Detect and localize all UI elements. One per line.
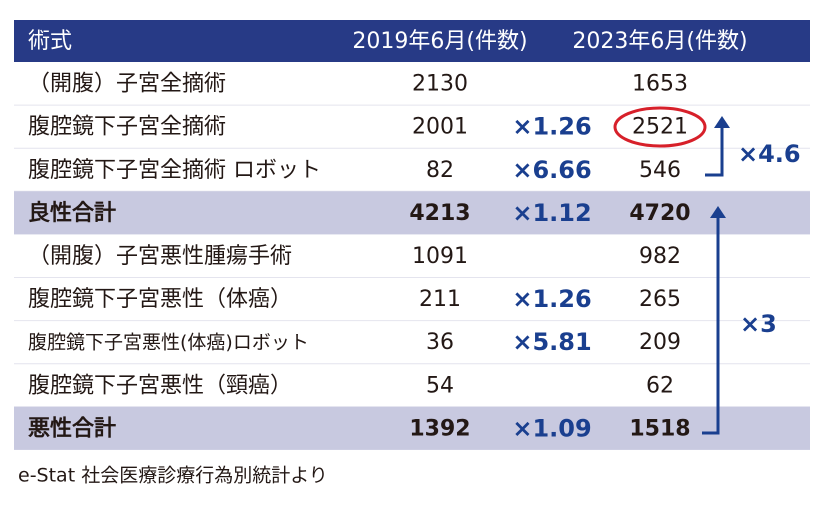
row-label: （開腹）子宮全摘術	[28, 72, 226, 97]
ratio: ×6.66	[512, 156, 591, 184]
source-note: e-Stat 社会医療診療行為別統計より	[18, 465, 328, 487]
cell-2019: 36	[426, 330, 454, 355]
annotation: ×4.6	[738, 140, 801, 168]
highlight-circle	[613, 106, 707, 148]
cell-2023: 2521	[632, 115, 688, 140]
row-band	[14, 191, 810, 235]
ratio: ×1.09	[512, 414, 591, 442]
row-label: 腹腔鏡下子宮悪性(体癌)ロボット	[28, 332, 309, 354]
header-cell: 2023年6月(件数)	[572, 29, 747, 54]
row-label: 腹腔鏡下子宮全摘術 ロボット	[28, 158, 321, 183]
row-label: 腹腔鏡下子宮全摘術	[28, 115, 226, 140]
row-label: 腹腔鏡下子宮悪性（頸癌）	[28, 373, 292, 398]
arrowhead	[714, 116, 730, 128]
cell-2023: 265	[639, 287, 681, 312]
cell-2019: 54	[426, 373, 454, 398]
header-cell: 術式	[28, 29, 72, 54]
cell-2019: 1091	[412, 244, 468, 269]
row-label: 良性合計	[28, 200, 116, 226]
row-label: （開腹）子宮悪性腫瘍手術	[28, 244, 292, 269]
row-label: 腹腔鏡下子宮悪性（体癌）	[28, 287, 292, 312]
cell-2023: 62	[646, 373, 674, 398]
cell-2019: 2001	[412, 115, 468, 140]
cell-2023: 209	[639, 330, 681, 355]
rows: （開腹）子宮全摘術 2130 1653 腹腔鏡下子宮全摘術 2001 2521 ×1.26 腹…	[14, 72, 810, 450]
ratio: ×1.26	[512, 113, 591, 141]
ratio: ×1.12	[512, 199, 591, 227]
cell-2023: 546	[639, 158, 681, 183]
cell-2019: 4213	[409, 201, 470, 226]
row-label: 悪性合計	[28, 415, 116, 441]
ratio: ×1.26	[512, 285, 591, 313]
annotation: ×3	[740, 310, 777, 338]
cell-2023: 1653	[632, 72, 688, 97]
header-cell: 2019年6月(件数)	[352, 29, 527, 54]
cell-2019: 1392	[409, 416, 470, 441]
cell-2019: 2130	[412, 72, 468, 97]
ratio: ×5.81	[512, 328, 591, 356]
row-band	[14, 406, 810, 450]
cell-2023: 4720	[629, 201, 690, 226]
cell-2019: 211	[419, 287, 461, 312]
cell-2023: 982	[639, 244, 681, 269]
bracket	[705, 120, 724, 177]
cell-2023: 1518	[629, 416, 690, 441]
arrowhead	[710, 206, 726, 218]
cell-2019: 82	[426, 158, 454, 183]
bracket	[702, 214, 720, 435]
header-band	[14, 20, 810, 62]
